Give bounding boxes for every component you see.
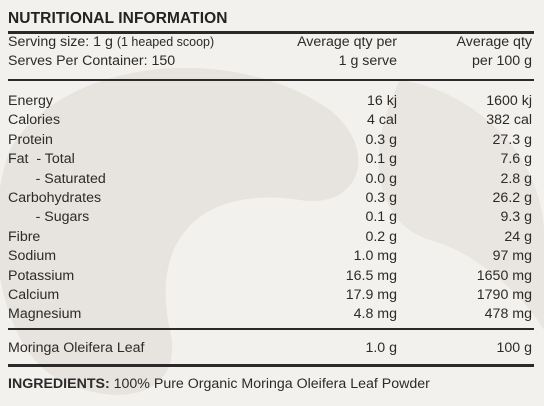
nutrient-name: - Saturated: [8, 170, 106, 187]
nutrient-per-100g: 7.6 g: [500, 151, 532, 168]
nutrient-row: Calories 4 cal 382 cal: [8, 111, 534, 130]
nutrient-per-serve: 4 cal: [367, 112, 397, 129]
nutrients-divider: [8, 328, 534, 330]
nutrient-per-serve: 0.0 g: [365, 170, 397, 187]
nutrient-per-100g: 27.3 g: [492, 131, 532, 148]
nutrient-per-serve: 1.0 mg: [353, 248, 397, 265]
nutrient-per-100g: 2.8 g: [500, 170, 532, 187]
nutrition-panel: NUTRITIONAL INFORMATION Serving size: 1 …: [8, 6, 534, 400]
ingredients-text: 100% Pure Organic Moringa Oleifera Leaf …: [109, 376, 430, 392]
nutrient-name: Carbohydrates: [8, 189, 102, 206]
serves-per-container: Serves Per Container: 150: [8, 53, 176, 69]
nutrient-row: Potassium 16.5 mg 1650 mg: [8, 267, 534, 286]
column-header-per-100g-line1: Average qty: [456, 34, 532, 50]
nutrient-row: Carbohydrates 0.3 g 26.2 g: [8, 189, 534, 208]
ingredient-per-100g: 100 g: [496, 340, 532, 356]
nutrient-name: Calories: [8, 112, 61, 129]
header-divider: [8, 79, 534, 81]
column-header-per-100g-line2: per 100 g: [472, 53, 532, 69]
ingredient-per-serve: 1.0 g: [365, 340, 397, 356]
column-header-per-serve-line1: Average qty per: [297, 34, 397, 50]
nutrient-name: Potassium: [8, 267, 75, 284]
panel-title: NUTRITIONAL INFORMATION: [8, 10, 228, 27]
nutrient-row: Fibre 0.2 g 24 g: [8, 228, 534, 247]
nutrient-per-serve: 0.3 g: [365, 189, 397, 206]
ingredient-quantity-row: Moringa Oleifera Leaf 1.0 g 100 g: [8, 339, 534, 358]
nutrient-per-serve: 16.5 mg: [345, 267, 397, 284]
ingredients-divider: [8, 364, 534, 367]
nutrient-row: Sodium 1.0 mg 97 mg: [8, 247, 534, 266]
nutrient-per-serve: 17.9 mg: [345, 286, 397, 303]
nutrient-per-100g: 26.2 g: [492, 189, 532, 206]
nutrient-name: Calcium: [8, 286, 60, 303]
serving-size: Serving size: 1 g: [8, 34, 113, 50]
nutrient-per-100g: 478 mg: [484, 306, 532, 323]
nutrient-name: Fat - Total: [8, 151, 75, 168]
nutrient-name: Energy: [8, 93, 53, 109]
column-header-per-serve: Average qty per 1 g serve: [297, 33, 397, 71]
nutrient-table: Energy 16 kj 1600 kj Calories 4 cal 382 cal …: [8, 92, 534, 325]
nutrient-per-100g: 9.3 g: [500, 209, 532, 226]
nutrient-row: Calcium 17.9 mg 1790 mg: [8, 286, 534, 305]
nutrient-per-100g: 97 mg: [492, 248, 532, 265]
nutrient-name: Protein: [8, 131, 53, 148]
ingredients-label: INGREDIENTS:: [8, 376, 110, 392]
nutrient-per-serve: 16 kj: [367, 93, 397, 109]
nutrient-per-100g: 1600 kj: [486, 93, 532, 109]
nutrient-per-100g: 24 g: [504, 228, 532, 245]
nutrient-row: - Saturated 0.0 g 2.8 g: [8, 170, 534, 189]
serving-size-note: (1 heaped scoop): [116, 35, 215, 49]
nutrient-per-100g: 1650 mg: [476, 267, 532, 284]
nutrient-per-serve: 4.8 mg: [353, 306, 397, 323]
ingredients-statement: INGREDIENTS: 100% Pure Organic Moringa O…: [8, 375, 430, 394]
nutrient-row: Fat - Total 0.1 g 7.6 g: [8, 150, 534, 169]
nutrient-row: Energy 16 kj 1600 kj: [8, 92, 534, 111]
column-header-per-100g: Average qty per 100 g: [457, 33, 532, 71]
nutrient-per-serve: 0.2 g: [365, 228, 397, 245]
nutrient-per-serve: 0.3 g: [365, 131, 397, 148]
nutrient-name: Fibre: [8, 228, 41, 245]
nutrient-per-100g: 1790 mg: [476, 286, 532, 303]
serving-info: Serving size: 1 g (1 heaped scoop) Serve…: [8, 33, 214, 71]
nutrient-name: - Sugars: [8, 209, 90, 226]
title-divider: [8, 31, 534, 34]
ingredient-name: Moringa Oleifera Leaf: [8, 340, 145, 356]
nutrient-per-100g: 382 cal: [486, 112, 532, 129]
nutrient-name: Magnesium: [8, 306, 82, 323]
nutrient-row: Magnesium 4.8 mg 478 mg: [8, 305, 534, 324]
column-header-per-serve-line2: 1 g serve: [338, 53, 397, 69]
nutrient-row: Protein 0.3 g 27.3 g: [8, 131, 534, 150]
nutrient-row: - Sugars 0.1 g 9.3 g: [8, 208, 534, 227]
nutrient-per-serve: 0.1 g: [365, 209, 397, 226]
nutrient-name: Sodium: [8, 248, 57, 265]
nutrient-per-serve: 0.1 g: [365, 151, 397, 168]
